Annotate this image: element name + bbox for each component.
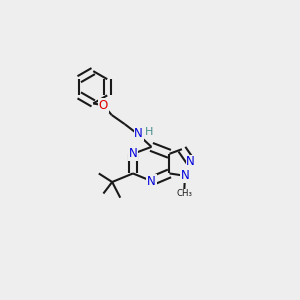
- Text: N: N: [181, 169, 189, 182]
- Text: N: N: [134, 127, 143, 140]
- Text: CH₃: CH₃: [176, 189, 192, 198]
- Text: N: N: [186, 155, 195, 168]
- Text: H: H: [145, 127, 153, 137]
- Text: O: O: [99, 99, 108, 112]
- Text: N: N: [147, 175, 156, 188]
- Text: N: N: [129, 147, 137, 160]
